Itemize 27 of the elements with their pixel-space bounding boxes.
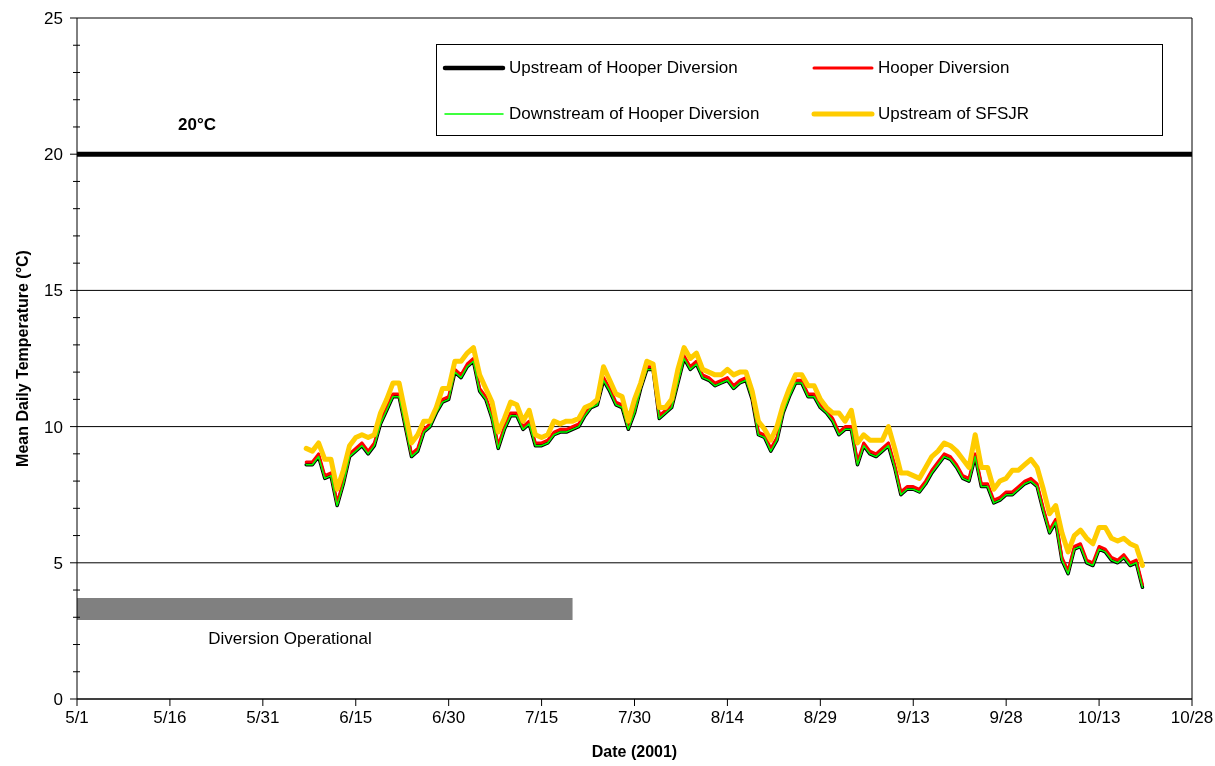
legend-label: Hooper Diversion (878, 58, 1010, 78)
x-tick-label: 10/13 (1077, 708, 1121, 728)
x-tick-label: 6/15 (339, 708, 373, 728)
x-tick-label: 5/1 (65, 708, 89, 728)
y-tick-label: 20 (44, 145, 63, 165)
y-tick-label: 15 (44, 281, 63, 301)
y-tick-label: 25 (44, 8, 63, 28)
x-tick-label: 8/14 (710, 708, 744, 728)
legend-label: Upstream of Hooper Diversion (509, 58, 738, 78)
x-tick-label: 6/30 (432, 708, 466, 728)
x-tick-label: 7/30 (617, 708, 652, 728)
x-axis-title: Date (2001) (591, 743, 678, 760)
x-tick-label: 7/15 (525, 708, 559, 728)
x-tick-label: 5/31 (246, 708, 280, 728)
y-axis-title: Mean Daily Temperature (°C) (13, 250, 31, 467)
legend-label: Downstream of Hooper Diversion (509, 104, 760, 124)
ref-line-label: 20°C (178, 115, 216, 135)
legend-label: Upstream of SFSJR (878, 104, 1030, 124)
x-tick-label: 5/16 (153, 708, 187, 728)
y-tick-label: 0 (53, 689, 63, 709)
annotation: Diversion Operational (208, 628, 372, 648)
x-tick-label: 9/28 (989, 708, 1023, 728)
x-tick-label: 8/29 (803, 708, 837, 728)
x-tick-label: 10/28 (1170, 708, 1214, 728)
y-tick-label: 10 (44, 417, 63, 437)
x-tick-label: 9/13 (896, 708, 930, 728)
y-tick-label: 5 (53, 553, 63, 573)
